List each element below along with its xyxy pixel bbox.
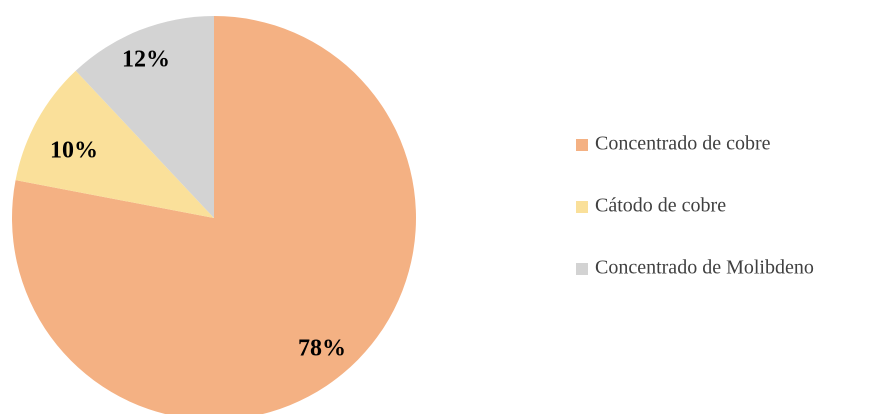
pie-data-labels: 78% 10% 12% [50, 47, 346, 362]
data-label-1: 78% [298, 336, 346, 362]
legend: Concentrado de cobre Cátodo de cobre Conce… [576, 133, 814, 279]
legend-label-3: Concentrado de Molibdeno [595, 257, 814, 279]
pie-slice-1 [12, 16, 417, 414]
pie-slice-2 [15, 70, 214, 218]
legend-swatch-1 [576, 139, 588, 151]
legend-label-2: Cátodo de cobre [595, 195, 726, 217]
legend-label-1: Concentrado de cobre [595, 133, 771, 155]
legend-swatch-3 [576, 263, 588, 275]
data-label-2: 10% [50, 138, 98, 164]
data-label-3: 12% [122, 47, 170, 73]
legend-swatch-2 [576, 201, 588, 213]
pie-slice-3 [75, 16, 214, 218]
pie-slices [12, 16, 417, 414]
